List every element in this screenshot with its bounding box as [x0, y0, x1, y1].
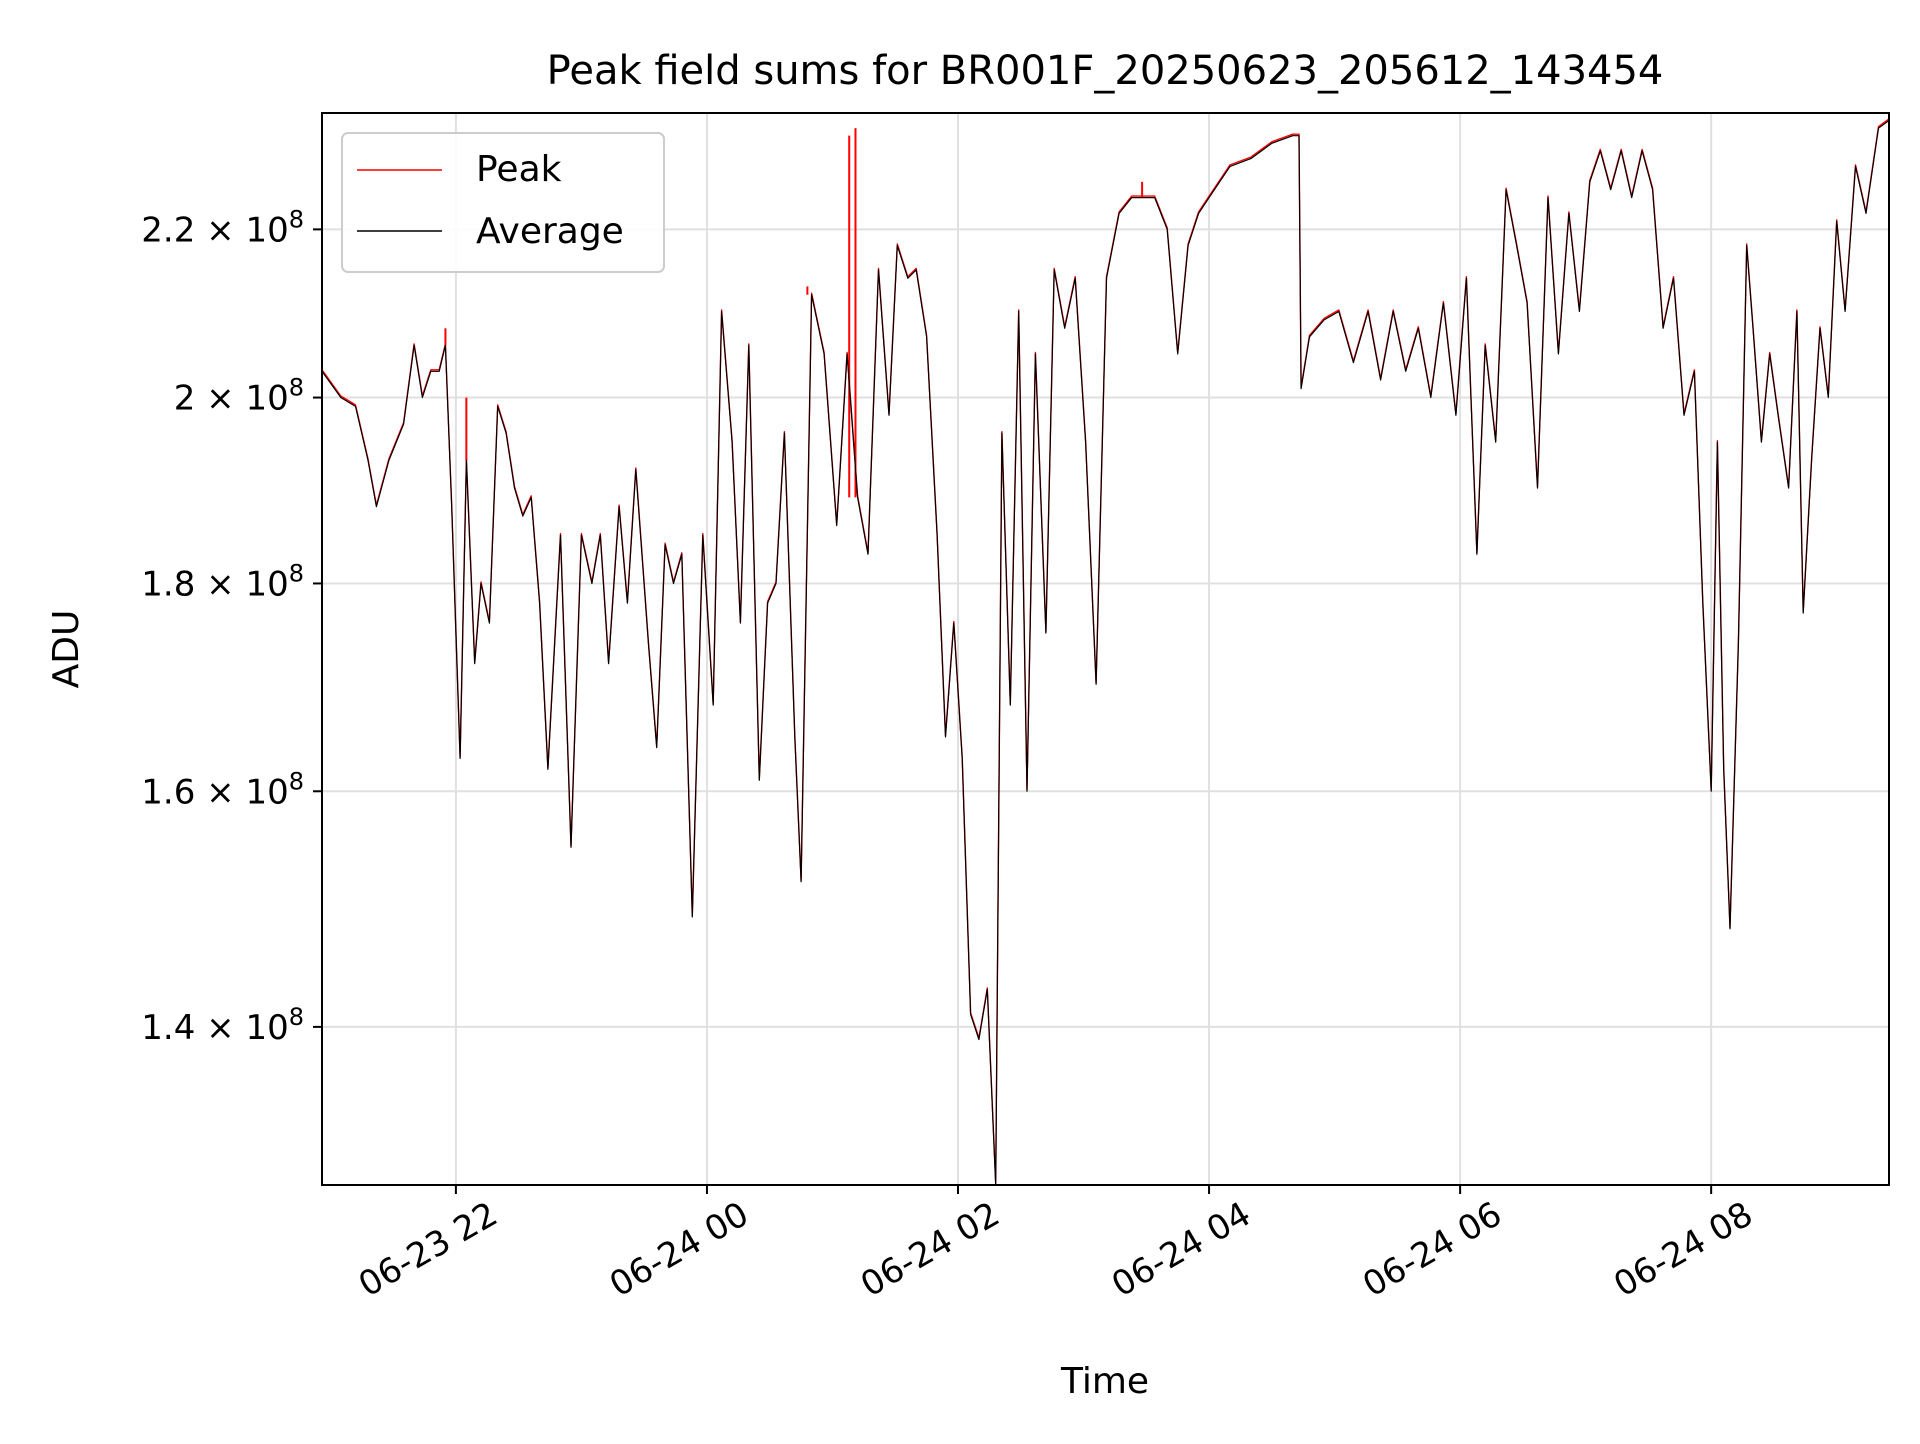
x-tick-label: 06-24 06	[1356, 1194, 1508, 1305]
legend-label-peak: Peak	[476, 149, 562, 190]
y-tick-label: 2 × 108	[174, 374, 304, 419]
y-axis-label: ADU	[46, 610, 87, 689]
grid	[322, 113, 1889, 1185]
series-layer	[321, 118, 1890, 1186]
x-axis-label: Time	[1060, 1361, 1149, 1402]
axes: 1.4 × 108 1.6 × 108 1.8 × 108 2 × 108 2.2 × …	[141, 205, 1759, 1305]
x-tick-label: 06-24 04	[1105, 1194, 1257, 1305]
x-tick-label: 06-24 00	[603, 1194, 755, 1305]
series-line-peak	[321, 118, 1890, 1185]
plot-frame	[321, 112, 1890, 1186]
series-line-average	[321, 120, 1890, 1186]
x-tick-label: 06-24 08	[1607, 1194, 1759, 1305]
x-tick-label: 06-23 22	[352, 1194, 504, 1305]
legend-frame	[341, 132, 665, 273]
y-tick-label: 1.8 × 108	[141, 559, 304, 604]
y-tick-label: 1.6 × 108	[141, 767, 304, 812]
legend-label-average: Average	[476, 211, 624, 252]
x-tick-label: 06-24 02	[854, 1194, 1006, 1305]
y-tick-label: 1.4 × 108	[141, 1003, 304, 1048]
chart-title: Peak field sums for BR001F_20250623_2056…	[547, 48, 1664, 94]
legend: Peak Average	[341, 132, 665, 273]
y-tick-label: 2.2 × 108	[141, 205, 304, 250]
